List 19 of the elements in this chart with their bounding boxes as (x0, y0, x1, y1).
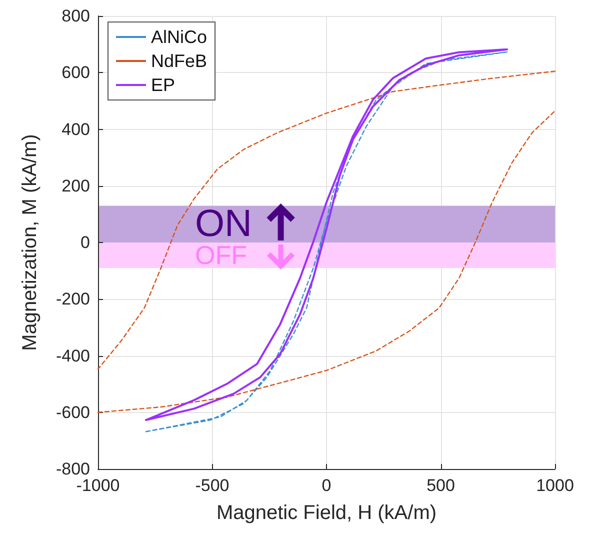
legend-label: AlNiCo (151, 27, 208, 47)
x-axis-title: Magnetic Field, H (kA/m) (216, 502, 437, 524)
x-tick-label: -500 (195, 476, 230, 495)
y-tick-label: 0 (80, 233, 90, 252)
x-tick-label: 1000 (536, 476, 574, 495)
y-tick-label: -200 (56, 290, 90, 309)
legend-label: EP (151, 75, 176, 95)
x-tick-label: -1000 (76, 476, 120, 495)
x-tick-label: 0 (322, 476, 332, 495)
y-tick-label: -800 (56, 460, 90, 478)
x-tick-label: 500 (426, 476, 455, 495)
y-tick-label: 600 (62, 63, 90, 82)
y-tick-label: 200 (62, 176, 90, 196)
y-tick-label: -400 (56, 346, 90, 366)
y-tick-label: 800 (62, 6, 90, 26)
y-axis-title: Magnetization, M (kA/m) (19, 134, 41, 351)
y-tick-label: 400 (62, 120, 90, 139)
y-tick-label: -600 (56, 402, 90, 422)
legend-label: NdFeB (151, 51, 208, 71)
